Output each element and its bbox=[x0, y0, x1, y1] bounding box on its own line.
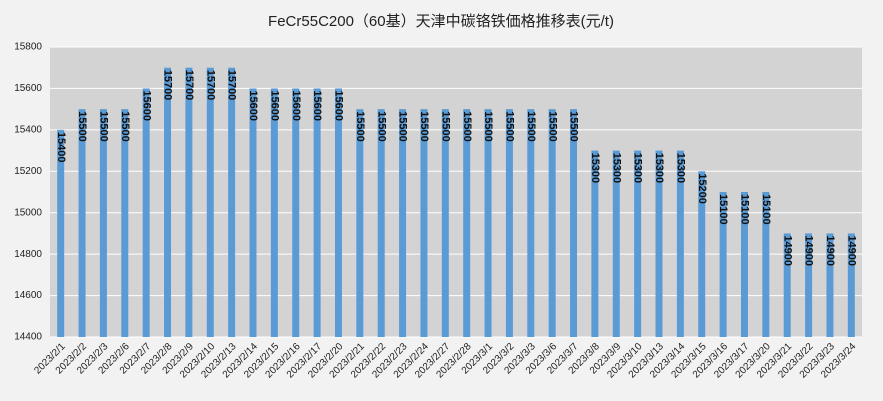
bar bbox=[356, 109, 364, 338]
value-label: 15500 bbox=[568, 111, 580, 142]
bar bbox=[570, 109, 578, 338]
value-label: 15300 bbox=[610, 153, 622, 184]
bar bbox=[441, 109, 449, 338]
bar bbox=[142, 88, 150, 337]
value-label: 15500 bbox=[482, 111, 494, 142]
value-label: 15600 bbox=[268, 90, 280, 121]
y-tick-label: 15600 bbox=[14, 83, 42, 94]
value-label: 15600 bbox=[311, 90, 323, 121]
bar bbox=[548, 109, 556, 338]
value-label: 15500 bbox=[375, 111, 387, 142]
y-tick-label: 14400 bbox=[14, 332, 42, 343]
bar bbox=[484, 109, 492, 338]
y-tick-label: 15800 bbox=[14, 42, 42, 53]
bar bbox=[377, 109, 385, 338]
chart-title: FeCr55C200（60基）天津中碳铬铁価格推移表(元/t) bbox=[268, 13, 614, 30]
value-label: 15400 bbox=[55, 132, 67, 163]
value-label: 15600 bbox=[247, 90, 259, 121]
bar bbox=[740, 192, 748, 337]
bar bbox=[719, 192, 727, 337]
bar bbox=[463, 109, 471, 338]
bar bbox=[399, 109, 407, 338]
bar bbox=[783, 233, 791, 337]
plot-area bbox=[50, 47, 862, 337]
bar bbox=[505, 109, 513, 338]
y-tick-label: 15000 bbox=[14, 207, 42, 218]
bar bbox=[527, 109, 535, 338]
value-label: 15500 bbox=[418, 111, 430, 142]
bar bbox=[164, 67, 172, 337]
bar bbox=[334, 88, 342, 337]
value-label: 15500 bbox=[546, 111, 558, 142]
bar bbox=[249, 88, 257, 337]
bar bbox=[847, 233, 855, 337]
value-label: 15700 bbox=[226, 70, 238, 101]
bar bbox=[121, 109, 129, 338]
bar bbox=[634, 150, 642, 337]
value-label: 15500 bbox=[525, 111, 537, 142]
bar bbox=[676, 150, 684, 337]
bar bbox=[292, 88, 300, 337]
value-label: 14900 bbox=[803, 235, 815, 266]
value-label: 15500 bbox=[504, 111, 516, 142]
value-label: 15300 bbox=[632, 153, 644, 184]
value-label: 15500 bbox=[439, 111, 451, 142]
y-tick-label: 15400 bbox=[14, 124, 42, 135]
value-label: 14900 bbox=[824, 235, 836, 266]
y-tick-label: 15200 bbox=[14, 166, 42, 177]
value-label: 15700 bbox=[162, 70, 174, 101]
bar bbox=[612, 150, 620, 337]
value-label: 15500 bbox=[119, 111, 131, 142]
y-tick-label: 14600 bbox=[14, 290, 42, 301]
bar bbox=[591, 150, 599, 337]
value-label: 15500 bbox=[461, 111, 473, 142]
value-label: 14900 bbox=[781, 235, 793, 266]
bar bbox=[655, 150, 663, 337]
y-tick-label: 14800 bbox=[14, 249, 42, 260]
value-label: 15100 bbox=[717, 194, 729, 225]
value-label: 15500 bbox=[76, 111, 88, 142]
bar bbox=[78, 109, 86, 338]
value-label: 15100 bbox=[739, 194, 751, 225]
bar bbox=[99, 109, 107, 338]
value-label: 15100 bbox=[760, 194, 772, 225]
bar bbox=[805, 233, 813, 337]
value-label: 15500 bbox=[397, 111, 409, 142]
bar bbox=[313, 88, 321, 337]
value-label: 15700 bbox=[204, 70, 216, 101]
value-label: 15500 bbox=[354, 111, 366, 142]
bar bbox=[185, 67, 193, 337]
value-label: 15300 bbox=[653, 153, 665, 184]
bar bbox=[762, 192, 770, 337]
value-label: 14900 bbox=[845, 235, 857, 266]
bar bbox=[57, 129, 65, 337]
value-label: 15300 bbox=[589, 153, 601, 184]
bar bbox=[698, 171, 706, 337]
value-label: 15600 bbox=[333, 90, 345, 121]
bar bbox=[420, 109, 428, 338]
bar bbox=[270, 88, 278, 337]
value-label: 15300 bbox=[674, 153, 686, 184]
value-label: 15700 bbox=[183, 70, 195, 101]
bar bbox=[228, 67, 236, 337]
value-label: 15200 bbox=[696, 173, 708, 204]
value-label: 15600 bbox=[140, 90, 152, 121]
value-label: 15600 bbox=[290, 90, 302, 121]
bar bbox=[826, 233, 834, 337]
bar bbox=[206, 67, 214, 337]
value-label: 15500 bbox=[98, 111, 110, 142]
